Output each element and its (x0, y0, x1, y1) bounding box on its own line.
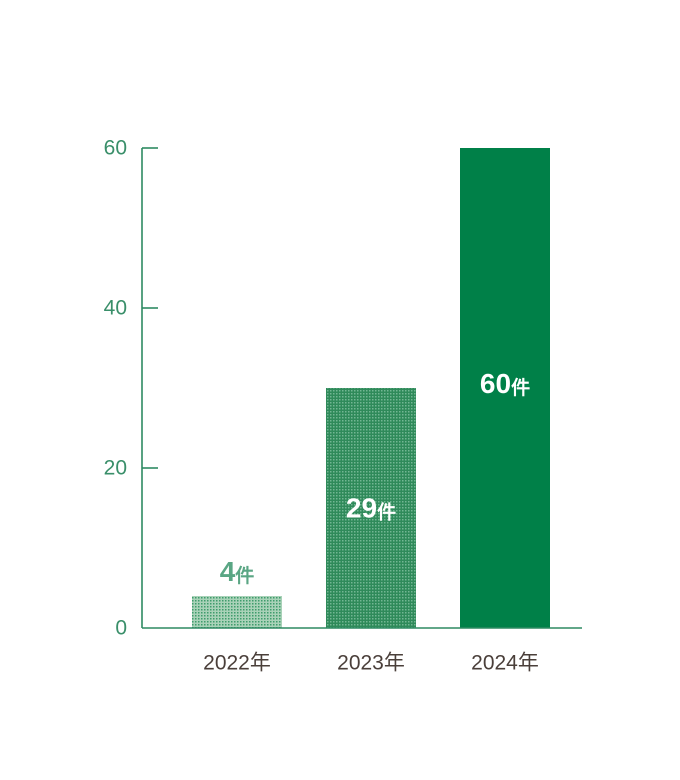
data-labels: 4件 29件 60件 (220, 368, 530, 587)
x-axis: 2022年 2023年 2024年 (142, 627, 582, 675)
y-axis: 0 20 40 60 (104, 137, 158, 640)
data-label: 60件 (480, 368, 530, 399)
data-label: 29件 (346, 493, 396, 524)
y-tick-label: 20 (104, 457, 127, 480)
bar-2023年 (326, 388, 416, 628)
y-tick-label: 40 (104, 297, 127, 320)
bars (192, 148, 550, 628)
data-label: 4件 (220, 556, 255, 587)
y-tick-label: 0 (115, 617, 127, 640)
x-tick-label: 2022年 (203, 652, 271, 675)
x-tick-label: 2023年 (337, 652, 405, 675)
bar-2024年 (460, 148, 550, 628)
bar-2022年 (192, 596, 282, 628)
y-tick-label: 60 (104, 137, 127, 160)
x-tick-label: 2024年 (471, 652, 539, 675)
